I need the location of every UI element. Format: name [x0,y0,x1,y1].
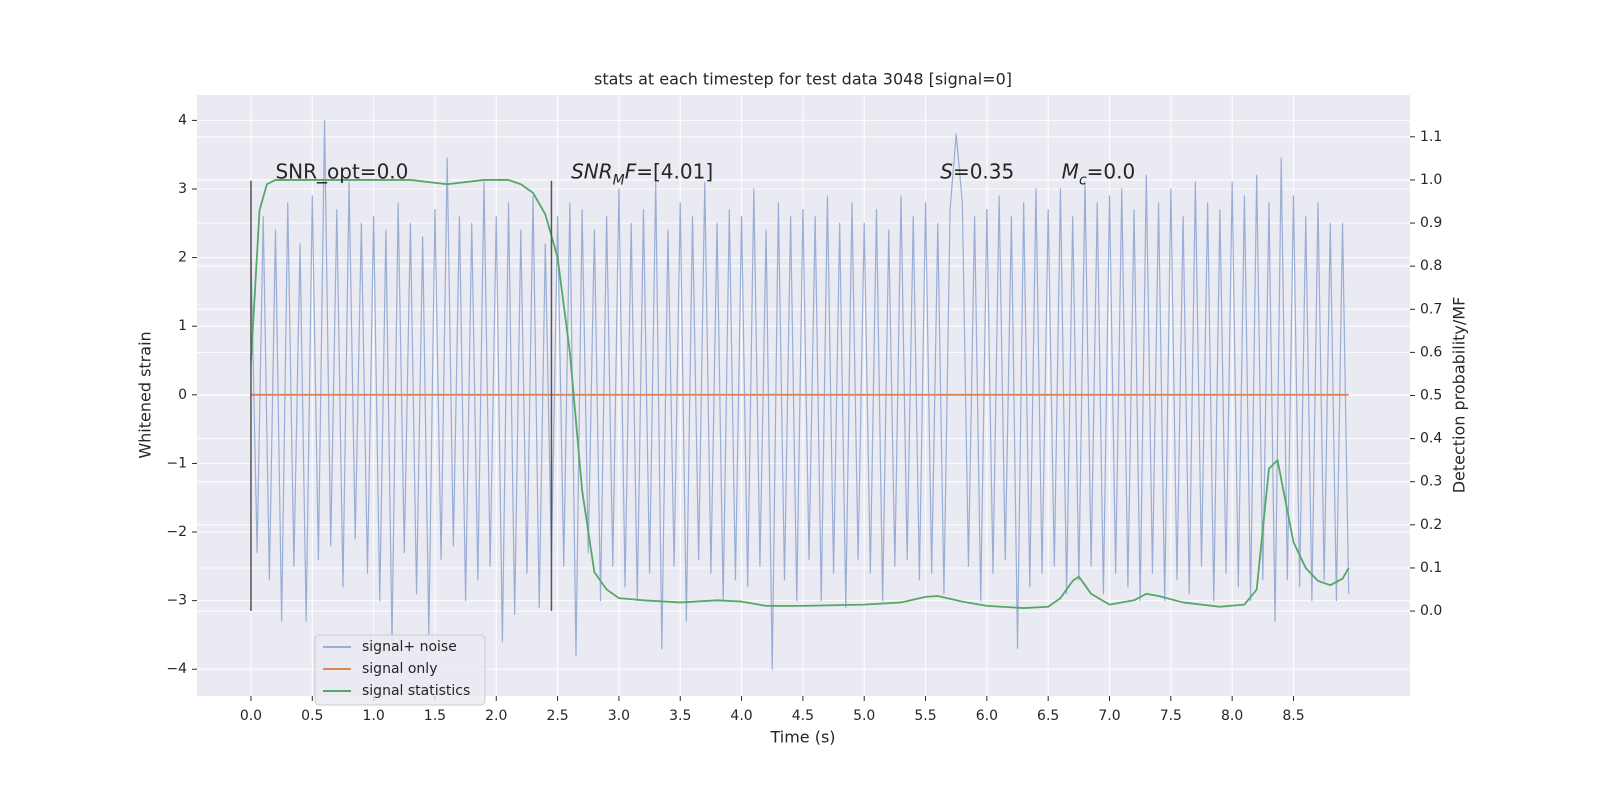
x-tick-label: 7.5 [1160,708,1182,724]
y2-tick-label: 1.1 [1420,129,1442,145]
y-tick-label: −3 [166,593,187,609]
y2-tick-label: 0.1 [1420,560,1442,576]
x-tick-label: 1.5 [424,708,446,724]
y-tick-label: 2 [178,250,187,266]
x-tick-label: 4.0 [730,708,752,724]
annotation-part: M [613,173,625,189]
series-line [250,119,1350,670]
annotation-part: c [1079,173,1087,189]
legend-label: signal statistics [362,683,470,699]
y2-tick-label: 0.5 [1420,388,1442,404]
x-tick-label: 6.0 [976,708,998,724]
y-tick-label: −4 [166,661,187,677]
y2-tick-label: 0.6 [1420,344,1442,360]
annotation-part: S [940,159,953,183]
y2-tick-label: 0.9 [1420,215,1442,231]
x-tick-label: 5.5 [914,708,936,724]
annotation-part: =[4.01] [636,159,713,183]
annotation-part: F [625,159,637,183]
y2-tick-label: 0.3 [1420,474,1442,490]
y2-tick-label: 0.2 [1420,517,1442,533]
annotation: SNRMF=[4.01] [571,159,713,189]
annotation-part: SNR [571,159,613,183]
y-tick-label: 0 [178,387,187,403]
legend-label: signal+ noise [362,639,457,655]
x-tick-label: 2.0 [485,708,507,724]
legend: signal+ noise signal only signal statistic… [314,634,486,706]
x-tick-label: 4.5 [792,708,814,724]
legend-label: signal only [362,661,437,677]
x-tick-label: 5.0 [853,708,875,724]
x-tick-label: 7.0 [1098,708,1120,724]
y2-tick-label: 0.4 [1420,431,1442,447]
y2-tick-label: 1.0 [1420,172,1442,188]
x-tick-label: 8.5 [1282,708,1304,724]
y2-tick-label: 0.0 [1420,603,1442,619]
y-tick-label: −2 [166,524,187,540]
y-tick-label: −1 [166,455,187,471]
x-tick-label: 8.0 [1221,708,1243,724]
x-tick-label: 3.5 [669,708,691,724]
x-tick-label: 2.5 [546,708,568,724]
x-tick-label: 0.5 [301,708,323,724]
y-tick-label: 4 [178,112,187,128]
annotation: SNR_opt=0.0 [275,159,408,183]
y-axis-label: Whitened strain [136,331,155,458]
chart-title: stats at each timestep for test data 304… [594,70,1012,89]
annotation-part: SNR_opt=0.0 [275,159,408,183]
x-tick-label: 0.0 [240,708,262,724]
y-tick-label: 3 [178,181,187,197]
annotation-part: =0.0 [1087,159,1136,183]
annotation-part: M [1062,159,1079,183]
y2-axis-label: Detection probability/MF [1450,297,1469,494]
annotation-part: =0.35 [953,159,1014,183]
legend-box [314,634,486,706]
y2-tick-label: 0.7 [1420,301,1442,317]
series-line [250,179,1350,609]
x-axis-label: Time (s) [769,728,835,747]
x-tick-label: 6.5 [1037,708,1059,724]
annotation: S=0.35 [940,159,1014,183]
x-tick-label: 3.0 [608,708,630,724]
y2-tick-label: 0.8 [1420,258,1442,274]
x-tick-label: 1.0 [362,708,384,724]
annotation: Mc=0.0 [1062,159,1136,189]
y-tick-label: 1 [178,318,187,334]
